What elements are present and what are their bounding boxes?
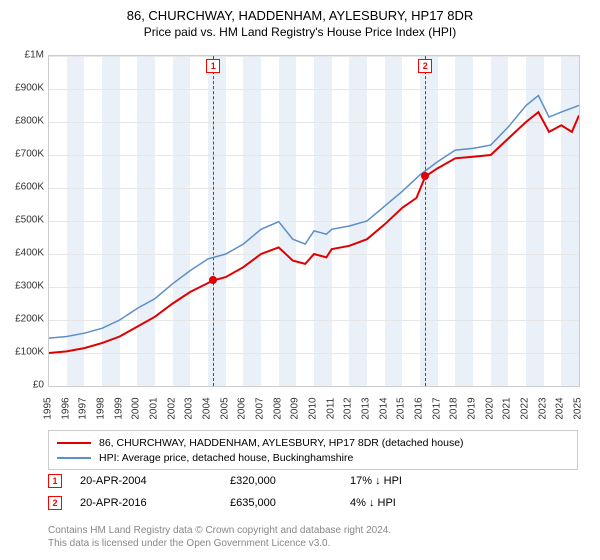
footer-attribution: Contains HM Land Registry data © Crown c… (48, 524, 578, 550)
x-axis-label: 2004 (202, 397, 213, 419)
x-axis-label: 2017 (431, 397, 442, 419)
x-axis-label: 2025 (573, 397, 584, 419)
x-axis-label: 1998 (96, 397, 107, 419)
chart-area: 12 £0£100K£200K£300K£400K£500K£600K£700K… (48, 55, 578, 385)
sale-diff: 17% ↓ HPI (350, 475, 470, 487)
sale-date: 20-APR-2016 (80, 497, 230, 509)
y-axis-label: £0 (33, 380, 44, 391)
y-axis-label: £600K (15, 182, 44, 193)
x-axis-label: 2022 (520, 397, 531, 419)
x-axis-label: 2003 (184, 397, 195, 419)
y-axis-label: £100K (15, 347, 44, 358)
x-axis-label: 2014 (378, 397, 389, 419)
legend-swatch (57, 457, 91, 459)
line-svg (49, 56, 579, 386)
sale-row: 1 20-APR-2004£320,00017% ↓ HPI (48, 470, 578, 492)
sale-price: £635,000 (230, 497, 350, 509)
sale-marker-dot (209, 276, 217, 284)
chart-subtitle: Price paid vs. HM Land Registry's House … (0, 23, 600, 39)
legend: 86, CHURCHWAY, HADDENHAM, AYLESBURY, HP1… (48, 430, 578, 470)
x-axis-label: 2012 (343, 397, 354, 419)
chart-title: 86, CHURCHWAY, HADDENHAM, AYLESBURY, HP1… (0, 0, 600, 23)
x-axis-label: 2005 (219, 397, 230, 419)
x-axis-label: 1999 (113, 397, 124, 419)
chart-container: 86, CHURCHWAY, HADDENHAM, AYLESBURY, HP1… (0, 0, 600, 560)
legend-swatch (57, 442, 91, 444)
sale-marker-dot (421, 172, 429, 180)
footer-line-1: Contains HM Land Registry data © Crown c… (48, 524, 578, 537)
sale-row-marker: 2 (48, 496, 62, 510)
legend-label: HPI: Average price, detached house, Buck… (99, 452, 353, 464)
x-axis-label: 2008 (272, 397, 283, 419)
x-axis-label: 2023 (537, 397, 548, 419)
series-hpi (49, 96, 579, 339)
sale-row: 2 20-APR-2016£635,0004% ↓ HPI (48, 492, 578, 514)
x-axis-label: 2011 (325, 398, 336, 420)
legend-item: 86, CHURCHWAY, HADDENHAM, AYLESBURY, HP1… (57, 435, 569, 450)
sales-table: 1 20-APR-2004£320,00017% ↓ HPI 2 20-APR-201… (48, 470, 578, 514)
x-axis-label: 1995 (43, 397, 54, 419)
sale-marker-box: 2 (418, 59, 432, 73)
x-axis-label: 1997 (78, 397, 89, 419)
y-axis-label: £900K (15, 83, 44, 94)
x-axis-label: 2015 (396, 397, 407, 419)
y-axis-label: £200K (15, 314, 44, 325)
x-axis-label: 2019 (467, 397, 478, 419)
series-price_paid (49, 112, 579, 353)
x-axis-label: 2007 (255, 397, 266, 419)
y-axis-label: £400K (15, 248, 44, 259)
x-axis-label: 2001 (149, 397, 160, 419)
x-axis-label: 2000 (131, 397, 142, 419)
x-axis-label: 1996 (60, 397, 71, 419)
x-axis-label: 2020 (484, 397, 495, 419)
sale-row-marker: 1 (48, 474, 62, 488)
sale-marker-box: 1 (206, 59, 220, 73)
y-axis-label: £300K (15, 281, 44, 292)
legend-label: 86, CHURCHWAY, HADDENHAM, AYLESBURY, HP1… (99, 437, 464, 449)
footer-line-2: This data is licensed under the Open Gov… (48, 537, 578, 550)
sale-date: 20-APR-2004 (80, 475, 230, 487)
x-axis-label: 2018 (449, 397, 460, 419)
sale-price: £320,000 (230, 475, 350, 487)
y-axis-label: £500K (15, 215, 44, 226)
legend-item: HPI: Average price, detached house, Buck… (57, 450, 569, 465)
x-axis-label: 2010 (308, 397, 319, 419)
x-axis-label: 2016 (414, 397, 425, 419)
x-axis-label: 2002 (166, 397, 177, 419)
plot-area: 12 (48, 55, 580, 387)
x-axis-label: 2006 (237, 397, 248, 419)
y-axis-label: £700K (15, 149, 44, 160)
x-axis-label: 2024 (555, 397, 566, 419)
y-axis-label: £800K (15, 116, 44, 127)
x-axis-label: 2021 (502, 397, 513, 419)
x-axis-label: 2009 (290, 397, 301, 419)
sale-diff: 4% ↓ HPI (350, 497, 470, 509)
y-axis-label: £1M (25, 50, 44, 61)
x-axis-label: 2013 (361, 397, 372, 419)
